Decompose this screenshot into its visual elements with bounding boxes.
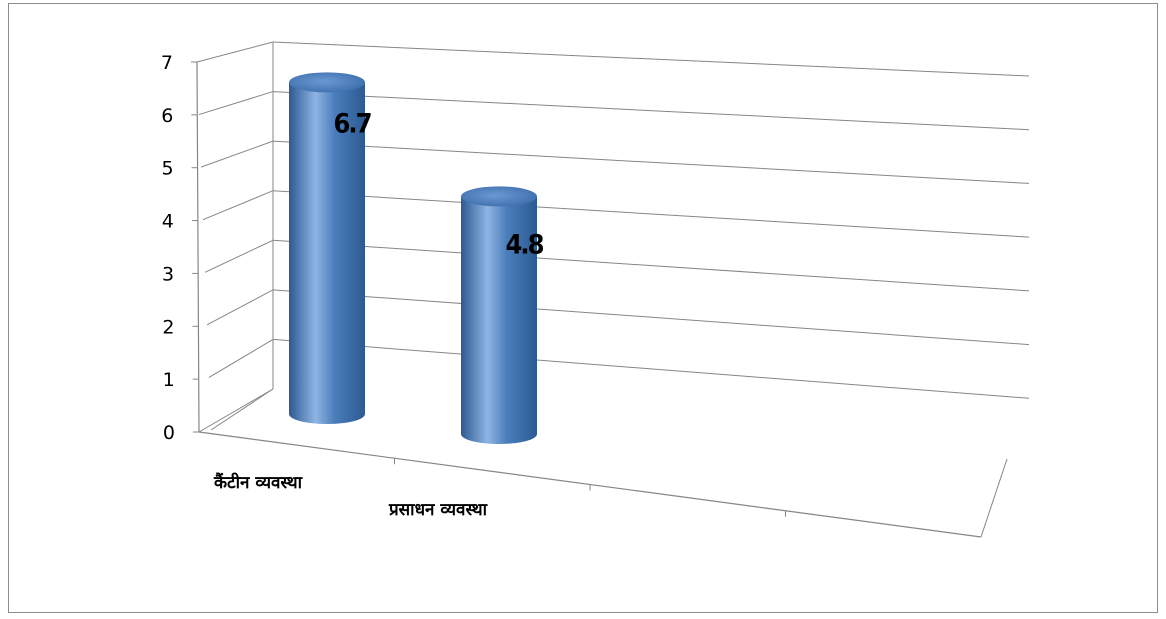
- gridline-side: [200, 140, 274, 168]
- axes: [191, 42, 1008, 538]
- floor-right-edge: [980, 458, 1008, 538]
- gridline-side: [208, 338, 274, 378]
- y-tick-label: 1: [163, 369, 175, 391]
- gridline-side: [198, 91, 274, 116]
- gridline-side: [206, 289, 274, 326]
- gridline-back: [272, 338, 1030, 399]
- bar-top-cap: [461, 186, 537, 207]
- chart-svg: 0 1 2 3 4 5 6 7 6.7 4.8 कैंटीन व्यवस्था प्रसाधन व…: [161, 41, 1030, 538]
- gridline-side: [196, 41, 274, 63]
- y-tick-label: 3: [162, 263, 174, 285]
- gridline-back: [272, 190, 1030, 238]
- gridline-side: [204, 239, 274, 273]
- gridline-back: [272, 289, 1030, 346]
- y-tick-labels: 0 1 2 3 4 5 6 7: [161, 52, 175, 444]
- y-tick-label: 4: [162, 211, 174, 233]
- bars: [289, 72, 537, 444]
- gridline-back: [272, 140, 1030, 184]
- gridline-back: [272, 91, 1030, 131]
- floor-left-edge: [198, 388, 274, 433]
- data-label: 4.8: [505, 229, 543, 260]
- data-label: 6.7: [333, 108, 370, 139]
- y-axis: [196, 61, 200, 433]
- y-tick-label: 7: [161, 52, 173, 74]
- chart-area: 0 1 2 3 4 5 6 7 6.7 4.8 कैंटीन व्यवस्था प्रसाधन व…: [8, 3, 1158, 613]
- bar-1: [289, 72, 365, 424]
- bar-2: [461, 186, 537, 444]
- gridline-back: [272, 239, 1030, 292]
- gridlines: [196, 41, 1030, 431]
- y-tick-label: 5: [161, 158, 173, 180]
- gridline-back: [272, 41, 1030, 77]
- bar-body: [461, 196, 537, 444]
- y-tick-label: 2: [162, 316, 174, 338]
- category-labels: कैंटीन व्यवस्था प्रसाधन व्यवस्था: [213, 472, 488, 520]
- gridline-side: [210, 388, 274, 431]
- bar-top-cap: [289, 72, 365, 93]
- y-tick-label: 0: [163, 422, 175, 444]
- bar-body: [289, 82, 365, 424]
- x-category-label: कैंटीन व्यवस्था: [213, 472, 303, 493]
- x-category-label: प्रसाधन व्यवस्था: [388, 500, 488, 520]
- y-tick-label: 6: [161, 105, 173, 127]
- gridline-side: [202, 190, 274, 221]
- data-labels: 6.7 4.8: [333, 108, 545, 260]
